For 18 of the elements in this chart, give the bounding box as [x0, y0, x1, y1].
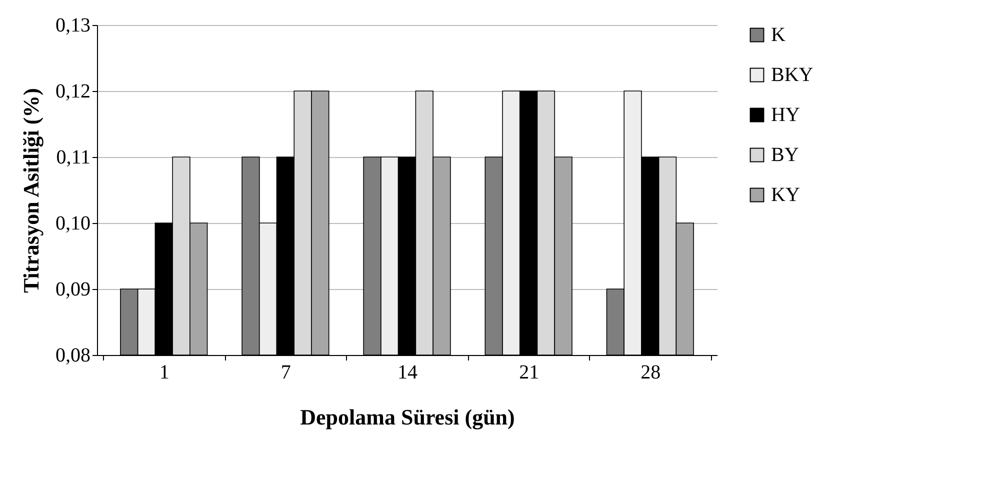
x-tick-label: 7: [280, 362, 291, 384]
y-tick-label: 0,11: [56, 146, 90, 168]
legend-label: HY: [771, 104, 800, 126]
y-tick-label: 0,12: [56, 80, 90, 102]
y-tick-label: 0,10: [56, 212, 90, 234]
legend-label: KY: [771, 184, 800, 206]
legend-label: BY: [771, 144, 799, 166]
y-tick-label: 0,08: [56, 344, 90, 366]
y-axis-title: Titrasyon Asitliği (%): [18, 88, 44, 293]
x-tick-label: 14: [398, 362, 418, 384]
x-tick-label: 21: [519, 362, 540, 384]
legend-label: K: [771, 24, 786, 46]
x-tick-label: 28: [640, 362, 661, 384]
y-tick-label: 0,09: [56, 278, 90, 300]
legend-label: BKY: [771, 64, 814, 86]
y-tick-label: 0,13: [56, 14, 90, 36]
x-axis-title: Depolama Süresi (gün): [300, 404, 515, 430]
x-tick-label: 1: [159, 362, 170, 384]
